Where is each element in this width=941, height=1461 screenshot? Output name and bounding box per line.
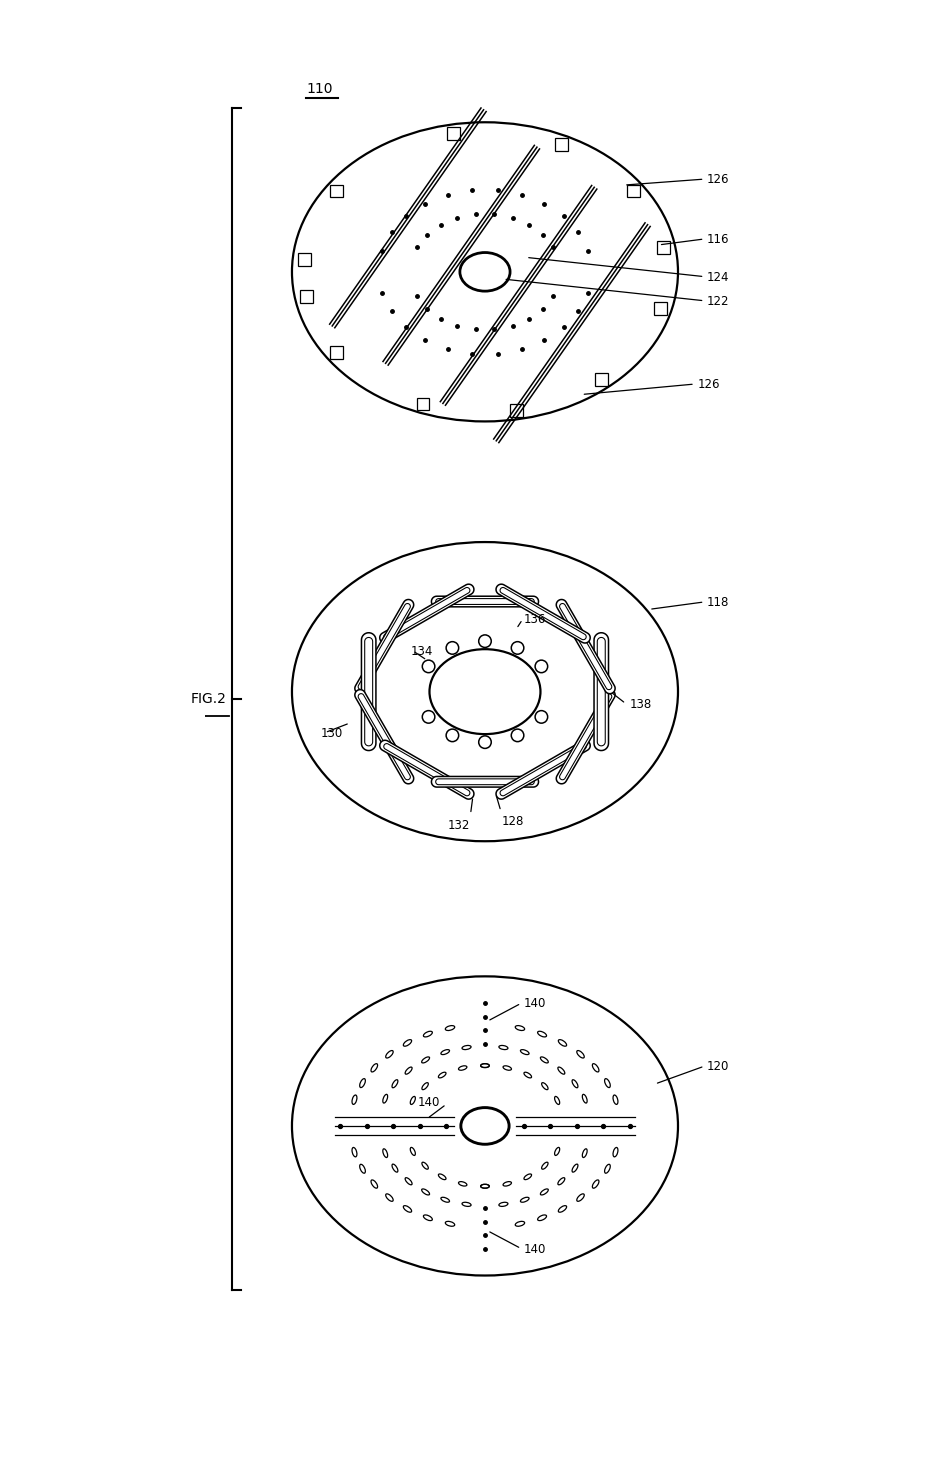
Polygon shape	[436, 599, 534, 605]
Ellipse shape	[292, 542, 678, 842]
Polygon shape	[355, 600, 414, 694]
Text: 130: 130	[321, 726, 343, 739]
Text: 116: 116	[707, 232, 729, 245]
Text: 110: 110	[307, 82, 333, 96]
Text: 134: 134	[410, 644, 433, 657]
Text: 140: 140	[418, 1096, 439, 1109]
Text: 122: 122	[707, 295, 729, 308]
Text: 140: 140	[523, 1242, 546, 1255]
Ellipse shape	[429, 650, 540, 735]
Text: 118: 118	[707, 596, 729, 609]
Polygon shape	[560, 694, 612, 780]
Polygon shape	[361, 633, 375, 751]
Text: 124: 124	[707, 270, 729, 283]
Polygon shape	[436, 779, 534, 785]
Polygon shape	[365, 638, 373, 747]
Text: 120: 120	[707, 1059, 729, 1072]
Polygon shape	[431, 596, 538, 608]
Polygon shape	[500, 587, 586, 640]
Polygon shape	[496, 584, 590, 643]
Polygon shape	[560, 603, 612, 690]
Polygon shape	[556, 600, 615, 694]
Ellipse shape	[461, 1107, 509, 1144]
Polygon shape	[556, 690, 615, 785]
Polygon shape	[496, 741, 590, 799]
Ellipse shape	[292, 976, 678, 1275]
Polygon shape	[359, 603, 410, 690]
Text: FIG.2: FIG.2	[191, 693, 227, 706]
Polygon shape	[431, 777, 538, 787]
Text: 128: 128	[502, 815, 524, 827]
Polygon shape	[359, 694, 410, 780]
Ellipse shape	[292, 123, 678, 422]
Polygon shape	[384, 587, 470, 640]
Ellipse shape	[460, 253, 510, 292]
Polygon shape	[380, 584, 474, 643]
Polygon shape	[598, 638, 605, 747]
Text: 132: 132	[447, 820, 470, 831]
Polygon shape	[384, 744, 470, 796]
Polygon shape	[500, 744, 586, 796]
Polygon shape	[355, 690, 414, 785]
Text: 126: 126	[707, 172, 729, 186]
Polygon shape	[594, 633, 609, 751]
Text: 126: 126	[697, 378, 720, 392]
Text: 140: 140	[523, 996, 546, 1010]
Text: 136: 136	[523, 614, 546, 627]
Text: 138: 138	[630, 697, 652, 710]
Polygon shape	[380, 741, 474, 799]
